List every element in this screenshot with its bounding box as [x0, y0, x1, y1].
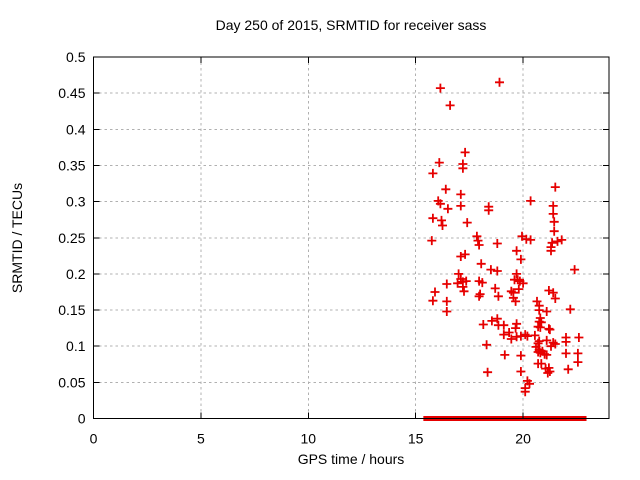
x-tick-label: 15 [408, 431, 424, 447]
y-tick-label: 0.5 [66, 49, 86, 65]
axis-ticks [93, 56, 609, 419]
y-tick-label: 0.45 [58, 85, 85, 101]
y-tick-label: 0.2 [66, 266, 86, 282]
grid-lines [93, 57, 609, 419]
y-tick-labels: 0 0.05 0.1 0.15 0.2 0.25 0.3 0.35 0.4 0.45 0.5 [58, 49, 85, 427]
x-tick-label: 10 [301, 431, 317, 447]
y-tick-label: 0.35 [58, 157, 85, 173]
chart-title: Day 250 of 2015, SRMTID for receiver sas… [216, 17, 487, 33]
data-points [427, 77, 584, 397]
y-tick-label: 0.25 [58, 230, 85, 246]
x-tick-labels: 0 5 10 15 20 [90, 431, 531, 447]
y-tick-label: 0.1 [66, 338, 86, 354]
y-tick-label: 0.4 [66, 121, 86, 137]
y-tick-label: 0.15 [58, 302, 85, 318]
series-srmtid-markers [427, 77, 584, 397]
x-tick-label: 0 [90, 431, 98, 447]
y-tick-label: 0.05 [58, 374, 85, 390]
y-axis-label: SRMTID / TECUs [9, 183, 25, 293]
y-tick-label: 0.3 [66, 194, 86, 210]
x-tick-label: 5 [197, 431, 205, 447]
y-tick-label: 0 [78, 411, 86, 427]
x-axis-label: GPS time / hours [298, 451, 405, 467]
x-tick-label: 20 [515, 431, 531, 447]
